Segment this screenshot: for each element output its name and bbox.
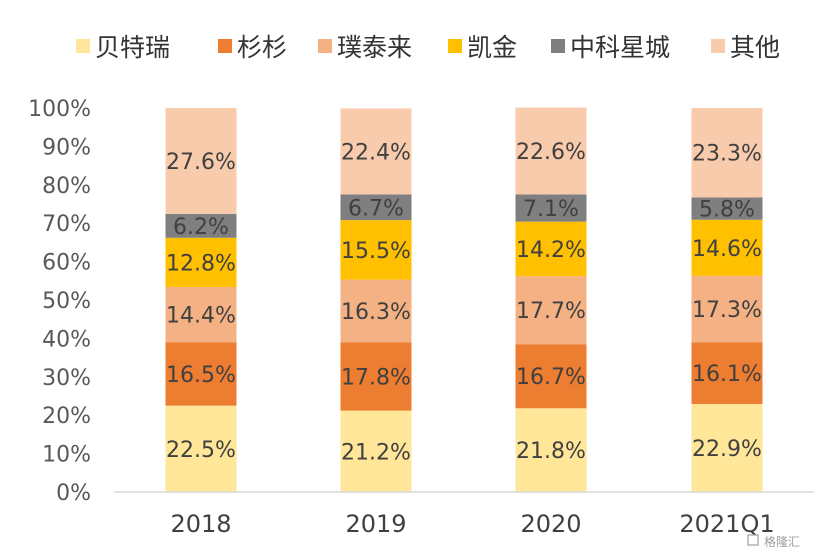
data-label: 14.2% <box>516 238 586 263</box>
legend-label: 贝特瑞 <box>95 33 170 62</box>
data-label: 14.6% <box>692 237 762 262</box>
data-label: 21.8% <box>516 439 586 464</box>
data-label: 15.5% <box>341 239 411 264</box>
data-label: 22.6% <box>516 140 586 165</box>
x-axis: 2018 2019 2020 2021Q1 <box>114 491 814 538</box>
legend-label: 中科星城 <box>570 33 670 62</box>
bar-segment <box>691 108 763 198</box>
data-label: 5.8% <box>699 198 755 223</box>
bar-segment <box>165 286 237 343</box>
bar-segment <box>340 342 412 411</box>
data-label: 27.6% <box>166 150 236 175</box>
bar-segment <box>165 108 237 214</box>
bar-segment <box>515 107 587 195</box>
legend-label: 璞泰来 <box>337 33 412 62</box>
data-label: 16.3% <box>341 300 411 325</box>
bar-segment <box>340 220 412 280</box>
legend: 贝特瑞 杉杉 璞泰来 凯金 中科星城 其他 <box>76 33 780 62</box>
x-tick-label: 2020 <box>520 510 581 538</box>
data-label: 22.4% <box>341 140 411 165</box>
legend-swatch <box>551 39 565 53</box>
legend-swatch <box>318 39 332 53</box>
bar-segment <box>340 279 412 343</box>
y-tick-label: 60% <box>42 251 91 276</box>
y-tick-label: 20% <box>42 404 91 429</box>
data-label: 17.7% <box>516 299 586 324</box>
bar-segment <box>691 219 763 276</box>
bar-segment <box>165 213 237 238</box>
bar-segment <box>165 237 237 287</box>
legend-swatch <box>711 39 725 53</box>
data-label: 17.8% <box>341 365 411 390</box>
data-label: 7.1% <box>523 197 579 222</box>
watermark-logo-icon <box>747 534 759 546</box>
data-label: 6.7% <box>348 196 404 221</box>
y-tick-label: 30% <box>42 366 91 391</box>
bar-segment <box>165 405 237 492</box>
legend-swatch <box>218 39 232 53</box>
bar-segment <box>515 194 587 222</box>
data-label: 16.1% <box>692 362 762 387</box>
data-label: 16.7% <box>516 365 586 390</box>
bar-segment <box>340 108 412 195</box>
data-label: 16.5% <box>166 363 236 388</box>
y-tick-label: 80% <box>42 174 91 199</box>
y-tick-label: 90% <box>42 135 91 160</box>
y-axis: 0% 10% 20% 30% 40% 50% 60% 70% 80% 90% 100% <box>28 97 91 506</box>
legend-swatch <box>448 39 462 53</box>
bar-segment <box>340 410 412 492</box>
data-label: 17.3% <box>692 298 762 323</box>
bar-segment <box>515 276 587 345</box>
bar-segment <box>515 408 587 492</box>
y-tick-label: 50% <box>42 289 91 314</box>
bar-segment <box>165 342 237 406</box>
legend-label: 其他 <box>730 33 780 62</box>
data-label: 14.4% <box>166 304 236 329</box>
x-tick-label: 2021Q1 <box>679 510 774 538</box>
bar-segment <box>691 342 763 405</box>
bar-segment <box>340 194 412 221</box>
y-tick-label: 0% <box>56 481 91 506</box>
bar-segment <box>515 221 587 277</box>
y-tick-label: 10% <box>42 443 91 468</box>
data-label: 21.2% <box>341 440 411 465</box>
legend-label: 杉杉 <box>237 33 287 62</box>
watermark: 格隆汇 <box>747 534 800 549</box>
x-tick-label: 2019 <box>345 510 406 538</box>
bar-segment <box>691 197 763 220</box>
data-label: 12.8% <box>166 251 236 276</box>
y-tick-label: 40% <box>42 327 91 352</box>
data-label: 23.3% <box>692 142 762 167</box>
data-label: 22.5% <box>166 438 236 463</box>
data-label: 22.9% <box>692 437 762 462</box>
bar-segment <box>691 275 763 343</box>
plot-area: 22.5% 16.5% 14.4% 12.8% 6.2% 27.6% 21.2% 17.8% 1… <box>165 107 763 492</box>
watermark-text: 格隆汇 <box>764 534 800 549</box>
x-tick-label: 2018 <box>170 510 231 538</box>
bar-segment <box>515 344 587 409</box>
legend-label: 凯金 <box>467 33 517 62</box>
y-tick-label: 100% <box>28 97 91 122</box>
bar-segment <box>691 404 763 492</box>
data-label: 6.2% <box>173 215 229 240</box>
legend-swatch <box>76 39 90 53</box>
y-tick-label: 70% <box>42 212 91 237</box>
